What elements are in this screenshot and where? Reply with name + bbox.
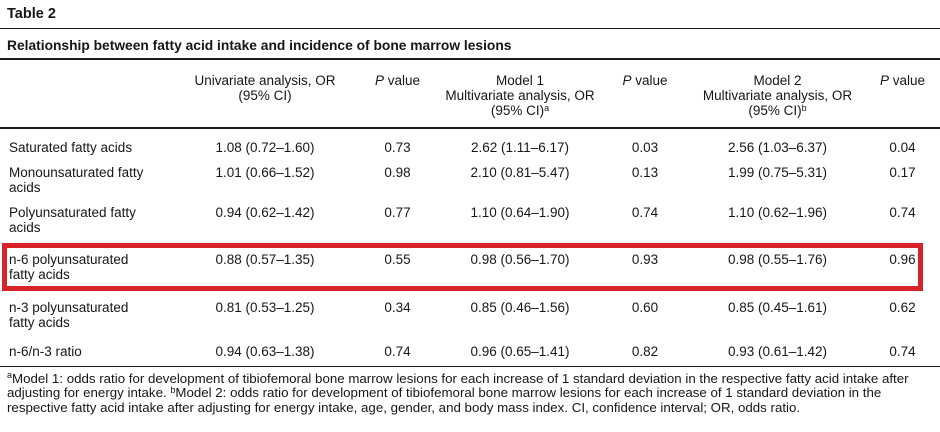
footnote-text: Model 1: odds ratio for development of t… (7, 370, 909, 401)
table-row: Saturated fatty acids 1.08 (0.72–1.60) 0.7… (0, 128, 940, 160)
cell-model1-p: 0.93 (631, 252, 659, 267)
header-text: Model 2 (753, 73, 802, 88)
cell-univariate-p: 0.77 (384, 205, 411, 220)
column-header-fatty-acid (0, 60, 175, 129)
header-text: value (888, 73, 926, 88)
cell-model1-or: 2.62 (1.11–6.17) (470, 140, 570, 155)
column-header-model2-p: P value (865, 60, 940, 129)
cell-model1-p: 0.13 (631, 165, 659, 180)
footnote-marker: b (801, 102, 807, 113)
cell-univariate-or: 0.94 (0.62–1.42) (215, 205, 315, 220)
cell-model1-or: 0.98 (0.56–1.70) (470, 252, 570, 267)
horizontal-rule (0, 28, 940, 29)
header-line: (95% CI)a (440, 103, 600, 118)
cell-model2-p: 0.74 (889, 205, 916, 220)
table-title: Relationship between fatty acid intake a… (7, 38, 512, 53)
table-header-row: Univariate analysis, OR (95% CI) P value Mo… (0, 60, 940, 129)
footnote-marker: b (170, 385, 176, 396)
cell-model2-p: 0.62 (889, 300, 916, 315)
header-text-italic: P (622, 73, 632, 88)
column-header-model1-p: P value (600, 60, 690, 129)
cell-model2-or: 0.93 (0.61–1.42) (727, 344, 828, 359)
header-text: value (383, 73, 421, 88)
table-row: n-6/n-3 ratio 0.94 (0.63–1.38) 0.74 0.96 (0… (0, 336, 940, 366)
row-label: n-6 polyunsaturated fatty acids (9, 252, 129, 282)
cell-model2-or: 0.98 (0.55–1.76) (727, 252, 828, 267)
cell-model1-p: 0.82 (631, 344, 659, 359)
cell-model1-p: 0.60 (631, 300, 659, 315)
column-header-model2-or: Model 2 Multivariate analysis, OR (95% CI)… (690, 60, 865, 129)
header-text-italic: P (374, 73, 384, 88)
cell-univariate-or: 0.94 (0.63–1.38) (215, 344, 315, 359)
cell-model2-p: 0.74 (889, 344, 916, 359)
footnote: aModel 1: odds ratio for development of … (0, 367, 940, 416)
header-line: Univariate analysis, OR (175, 73, 355, 88)
cell-univariate-p: 0.74 (384, 344, 411, 359)
column-header-model1-or: Model 1 Multivariate analysis, OR (95% CI)… (440, 60, 600, 129)
row-label: n-6/n-3 ratio (9, 344, 82, 359)
footnote-marker: a (544, 102, 550, 113)
cell-univariate-p: 0.55 (384, 252, 411, 267)
cell-model2-or: 1.10 (0.62–1.96) (727, 205, 828, 220)
horizontal-rule (0, 58, 940, 60)
header-line: Model 1 (440, 73, 600, 88)
header-text: Multivariate analysis, OR (702, 88, 853, 103)
cell-model2-p: 0.04 (889, 140, 916, 155)
cell-univariate-or: 0.88 (0.57–1.35) (215, 252, 315, 267)
header-text: value (631, 73, 668, 88)
header-line: (95% CI)b (690, 103, 865, 118)
footnote-text: Model 2: odds ratio for development of t… (7, 385, 882, 415)
cell-model1-or: 0.96 (0.65–1.41) (470, 344, 570, 359)
cell-model1-or: 1.10 (0.64–1.90) (470, 205, 570, 220)
cell-univariate-p: 0.73 (384, 140, 411, 155)
header-line: Multivariate analysis, OR (690, 88, 865, 103)
column-header-univariate-or: Univariate analysis, OR (95% CI) (175, 60, 355, 129)
cell-univariate-or: 1.01 (0.66–1.52) (215, 165, 315, 180)
table-row: Polyunsaturated fatty acids 0.94 (0.62–1.… (0, 200, 940, 240)
cell-model2-or: 2.56 (1.03–6.37) (727, 140, 828, 155)
header-text: Multivariate analysis, OR (445, 88, 595, 103)
header-text: (95% CI) (238, 88, 292, 103)
column-header-univariate-p: P value (355, 60, 440, 129)
table-number: Table 2 (7, 6, 56, 22)
cell-model1-or: 0.85 (0.46–1.56) (470, 300, 570, 315)
cell-model2-p: 0.17 (889, 165, 916, 180)
header-line: (95% CI) (175, 88, 355, 103)
cell-univariate-or: 0.81 (0.53–1.25) (215, 300, 315, 315)
header-text: (95% CI) (490, 103, 545, 118)
header-text: (95% CI) (748, 103, 802, 118)
cell-model2-or: 1.99 (0.75–5.31) (727, 165, 828, 180)
cell-univariate-p: 0.98 (384, 165, 411, 180)
cell-model2-or: 0.85 (0.45–1.61) (727, 300, 828, 315)
results-table: Univariate analysis, OR (95% CI) P value Mo… (0, 60, 940, 367)
cell-model2-p: 0.96 (889, 252, 916, 267)
row-label: Saturated fatty acids (9, 140, 133, 155)
row-label: n-3 polyunsaturated fatty acids (9, 300, 129, 330)
cell-model1-p: 0.74 (631, 205, 659, 220)
cell-univariate-p: 0.34 (384, 300, 411, 315)
header-line: Multivariate analysis, OR (440, 88, 600, 103)
header-text-italic: P (879, 73, 889, 88)
table-row-highlighted: n-6 polyunsaturated fatty acids 0.88 (0.5… (0, 240, 940, 292)
cell-model1-or: 2.10 (0.81–5.47) (470, 165, 570, 180)
cell-univariate-or: 1.08 (0.72–1.60) (215, 140, 315, 155)
table-row: n-3 polyunsaturated fatty acids 0.81 (0.5… (0, 292, 940, 336)
row-label: Polyunsaturated fatty acids (9, 205, 136, 235)
table-row: Monounsaturated fatty acids 1.01 (0.66–1.… (0, 160, 940, 200)
footnote-marker: a (7, 370, 13, 381)
cell-model1-p: 0.03 (631, 140, 659, 155)
header-line: Model 2 (690, 73, 865, 88)
row-label: Monounsaturated fatty acids (9, 165, 144, 195)
header-text: Univariate analysis, OR (194, 73, 336, 88)
header-text: Model 1 (495, 73, 545, 88)
